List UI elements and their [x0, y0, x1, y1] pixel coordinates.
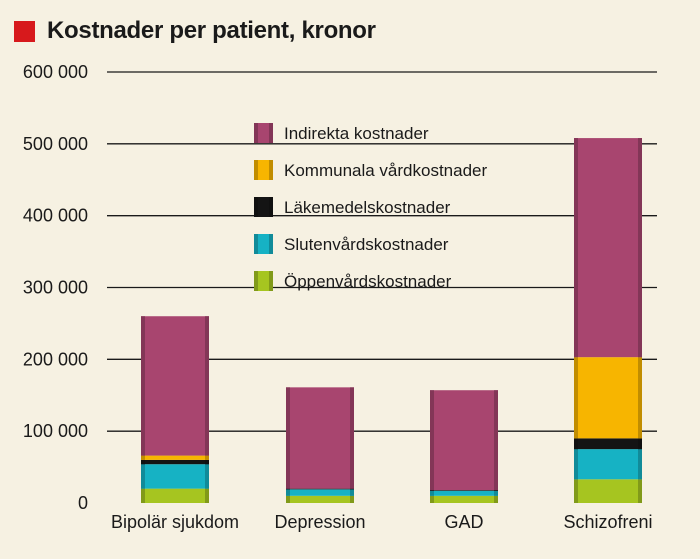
legend-swatch: [254, 123, 273, 143]
legend-swatch-edge: [269, 160, 273, 180]
bar-segment: [141, 316, 209, 456]
bar-segment-edge: [286, 495, 290, 503]
bar-segment-edge: [286, 489, 290, 496]
legend-swatch-edge: [254, 234, 258, 254]
bar-segment-edge: [430, 390, 434, 491]
bar-segment-edge: [574, 449, 578, 480]
bar-segment-edge: [141, 316, 145, 456]
bar-segment-edge: [430, 490, 434, 491]
legend-swatch: [254, 271, 273, 291]
chart-title-row: Kostnader per patient, kronor: [14, 14, 376, 48]
y-tick-label: 200 000: [23, 349, 88, 369]
bar-segment-edge: [494, 495, 498, 503]
x-category-label: GAD: [444, 512, 483, 532]
legend-label: Öppenvårdskostnader: [284, 272, 452, 291]
bar-segment-edge: [141, 459, 145, 465]
bar-segment: [141, 459, 209, 465]
legend-label: Indirekta kostnader: [284, 124, 429, 143]
bar-segment: [430, 490, 498, 491]
bar-segment-edge: [638, 357, 642, 439]
bar-segment: [286, 387, 354, 489]
bar-segment-edge: [286, 387, 290, 489]
bar-segment: [141, 455, 209, 460]
bar-segment-edge: [638, 449, 642, 480]
y-tick-label: 600 000: [23, 62, 88, 82]
bar-segment-edge: [430, 490, 434, 496]
bar-segment-edge: [574, 438, 578, 450]
y-tick-label: 300 000: [23, 278, 88, 298]
legend-swatch-edge: [254, 197, 258, 217]
bar-segment: [141, 488, 209, 503]
bar-segment-edge: [350, 488, 354, 490]
y-tick-label: 100 000: [23, 421, 88, 441]
legend-swatch-edge: [269, 271, 273, 291]
bar-segment: [430, 390, 498, 491]
bar-segment: [574, 357, 642, 439]
bar-segment-edge: [205, 459, 209, 465]
bar-segment-edge: [494, 390, 498, 491]
bar-segment-edge: [205, 464, 209, 489]
bar-segment-edge: [638, 138, 642, 358]
bar-segment-edge: [205, 316, 209, 456]
bar-segment-edge: [494, 490, 498, 496]
bar-segment: [430, 495, 498, 503]
legend-swatch-edge: [269, 234, 273, 254]
bar-segment: [286, 488, 354, 490]
bar-segment: [430, 490, 498, 496]
legend-swatch: [254, 234, 273, 254]
y-tick-label: 500 000: [23, 134, 88, 154]
bar-segment-edge: [286, 488, 290, 490]
bar-segment: [574, 138, 642, 358]
bar-segment-edge: [350, 387, 354, 489]
legend-label: Slutenvårdskostnader: [284, 235, 449, 254]
bar-segment-edge: [205, 455, 209, 460]
bar-segment: [574, 449, 642, 480]
bar-segment-edge: [350, 495, 354, 503]
bar-segment-edge: [638, 438, 642, 450]
bar-segment-edge: [574, 357, 578, 439]
x-category-label: Schizofreni: [563, 512, 652, 532]
y-tick-label: 0: [78, 493, 88, 513]
legend-swatch-edge: [254, 271, 258, 291]
bar-segment-edge: [141, 455, 145, 460]
bar-segment-edge: [141, 464, 145, 489]
legend-swatch: [254, 197, 273, 217]
legend-swatch-edge: [269, 197, 273, 217]
legend-swatch-edge: [269, 123, 273, 143]
bar-segment-edge: [574, 138, 578, 358]
bar-segment-edge: [638, 479, 642, 503]
legend-swatch-edge: [254, 123, 258, 143]
bar-segment-edge: [205, 488, 209, 503]
bar-segment-edge: [494, 490, 498, 491]
bar-segment: [286, 489, 354, 496]
bar-segment-edge: [350, 489, 354, 496]
legend-label: Läkemedelskostnader: [284, 198, 451, 217]
chart-title: Kostnader per patient, kronor: [47, 17, 376, 44]
bar-segment-edge: [574, 479, 578, 503]
legend-swatch: [254, 160, 273, 180]
bar-segment: [574, 479, 642, 503]
bar-segment-edge: [430, 495, 434, 503]
bar-segment: [286, 495, 354, 503]
title-marker: [14, 20, 35, 42]
bar-segment: [141, 464, 209, 489]
legend-swatch-edge: [254, 160, 258, 180]
x-category-label: Depression: [274, 512, 365, 532]
x-category-label: Bipolär sjukdom: [111, 512, 239, 532]
y-tick-label: 400 000: [23, 206, 88, 226]
legend-label: Kommunala vårdkostnader: [284, 161, 488, 180]
bar-segment-edge: [141, 488, 145, 503]
bar-segment: [574, 438, 642, 450]
